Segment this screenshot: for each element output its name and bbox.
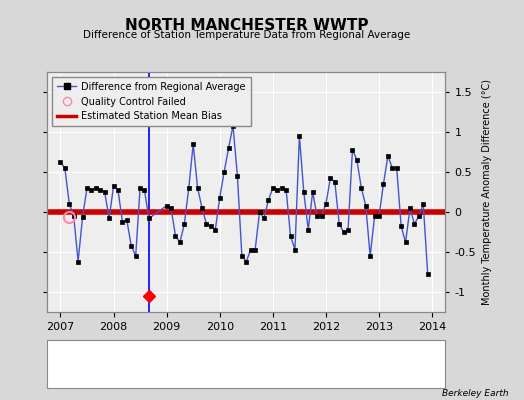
Y-axis label: Monthly Temperature Anomaly Difference (°C): Monthly Temperature Anomaly Difference (… xyxy=(482,79,492,305)
Legend: Difference from Regional Average, Quality Control Failed, Estimated Station Mean: Difference from Regional Average, Qualit… xyxy=(52,77,250,126)
Text: Difference of Station Temperature Data from Regional Average: Difference of Station Temperature Data f… xyxy=(83,30,410,40)
Text: NORTH MANCHESTER WWTP: NORTH MANCHESTER WWTP xyxy=(125,18,368,33)
Legend: Station Move, Record Gap, Time of Obs. Change, Empirical Break: Station Move, Record Gap, Time of Obs. C… xyxy=(61,356,431,372)
Text: Berkeley Earth: Berkeley Earth xyxy=(442,389,508,398)
